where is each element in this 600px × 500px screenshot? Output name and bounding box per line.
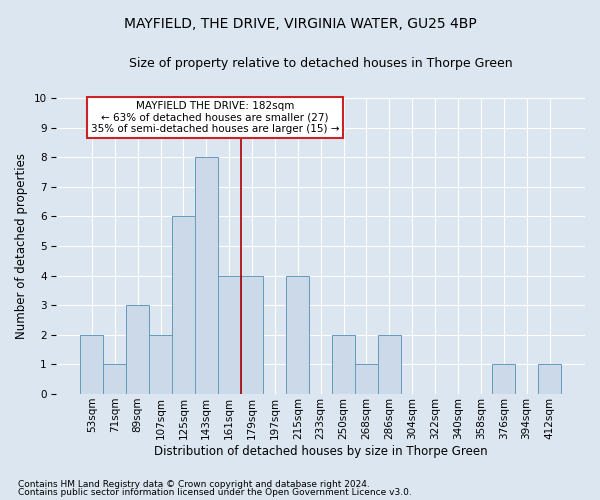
Bar <box>80 335 103 394</box>
Title: Size of property relative to detached houses in Thorpe Green: Size of property relative to detached ho… <box>129 58 512 70</box>
X-axis label: Distribution of detached houses by size in Thorpe Green: Distribution of detached houses by size … <box>154 444 488 458</box>
Bar <box>286 276 309 394</box>
Text: Contains HM Land Registry data © Crown copyright and database right 2024.: Contains HM Land Registry data © Crown c… <box>18 480 370 489</box>
Bar <box>493 364 515 394</box>
Bar <box>195 158 218 394</box>
Text: MAYFIELD, THE DRIVE, VIRGINIA WATER, GU25 4BP: MAYFIELD, THE DRIVE, VIRGINIA WATER, GU2… <box>124 18 476 32</box>
Bar <box>126 305 149 394</box>
Bar <box>355 364 378 394</box>
Bar <box>332 335 355 394</box>
Bar <box>172 216 195 394</box>
Text: MAYFIELD THE DRIVE: 182sqm
← 63% of detached houses are smaller (27)
35% of semi: MAYFIELD THE DRIVE: 182sqm ← 63% of deta… <box>91 101 339 134</box>
Bar <box>218 276 241 394</box>
Bar <box>378 335 401 394</box>
Bar <box>149 335 172 394</box>
Bar <box>241 276 263 394</box>
Bar <box>103 364 126 394</box>
Text: Contains public sector information licensed under the Open Government Licence v3: Contains public sector information licen… <box>18 488 412 497</box>
Y-axis label: Number of detached properties: Number of detached properties <box>15 153 28 339</box>
Bar <box>538 364 561 394</box>
